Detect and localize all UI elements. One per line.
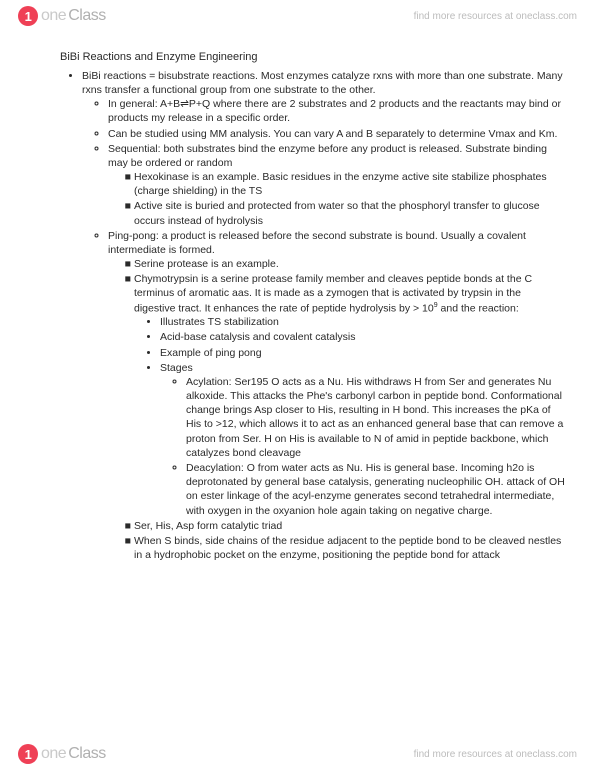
list-item: Acid-base catalysis and covalent catalys… xyxy=(160,330,565,344)
text: Sequential: both substrates bind the enz… xyxy=(108,143,547,169)
list-item: Ping-pong: a product is released before … xyxy=(108,229,565,562)
footer-tagline: find more resources at oneclass.com xyxy=(414,749,577,760)
brand-logo: 1 one Class xyxy=(18,744,106,764)
list-item: Chymotrypsin is a serine protease family… xyxy=(134,272,565,517)
list-item: Deacylation: O from water acts as Nu. Hi… xyxy=(186,461,565,518)
text: Ping-pong: a product is released before … xyxy=(108,230,526,256)
list-item: Acylation: Ser195 O acts as a Nu. His wi… xyxy=(186,375,565,460)
logo-text-class: Class xyxy=(68,745,106,763)
list-item: Serine protease is an example. xyxy=(134,257,565,271)
text: Stages xyxy=(160,362,193,374)
logo-text-class: Class xyxy=(68,7,106,25)
text: and the reaction: xyxy=(438,302,519,314)
logo-badge-icon: 1 xyxy=(18,744,38,764)
page-footer: 1 one Class find more resources at onecl… xyxy=(0,738,595,770)
list-item: Stages Acylation: Ser195 O acts as a Nu.… xyxy=(160,361,565,518)
header-tagline: find more resources at oneclass.com xyxy=(414,11,577,22)
logo-badge-icon: 1 xyxy=(18,6,38,26)
list-item: Hexokinase is an example. Basic residues… xyxy=(134,170,565,198)
doc-title: BiBi Reactions and Enzyme Engineering xyxy=(60,50,565,65)
text: BiBi reactions = bisubstrate reactions. … xyxy=(82,70,563,96)
brand-logo: 1 one Class xyxy=(18,6,106,26)
outline-root: BiBi reactions = bisubstrate reactions. … xyxy=(60,69,565,562)
list-item: When S binds, side chains of the residue… xyxy=(134,534,565,562)
list-item: Sequential: both substrates bind the enz… xyxy=(108,142,565,228)
logo-text-one: one xyxy=(41,745,66,763)
logo-text-one: one xyxy=(41,7,66,25)
list-item: Ser, His, Asp form catalytic triad xyxy=(134,519,565,533)
list-item: Illustrates TS stabilization xyxy=(160,315,565,329)
list-item: BiBi reactions = bisubstrate reactions. … xyxy=(82,69,565,562)
document-body: BiBi Reactions and Enzyme Engineering Bi… xyxy=(60,50,565,563)
list-item: In general: A+B⇌P+Q where there are 2 su… xyxy=(108,97,565,125)
list-item: Example of ping pong xyxy=(160,346,565,360)
list-item: Can be studied using MM analysis. You ca… xyxy=(108,127,565,141)
list-item: Active site is buried and protected from… xyxy=(134,199,565,227)
page-header: 1 one Class find more resources at onecl… xyxy=(0,0,595,32)
